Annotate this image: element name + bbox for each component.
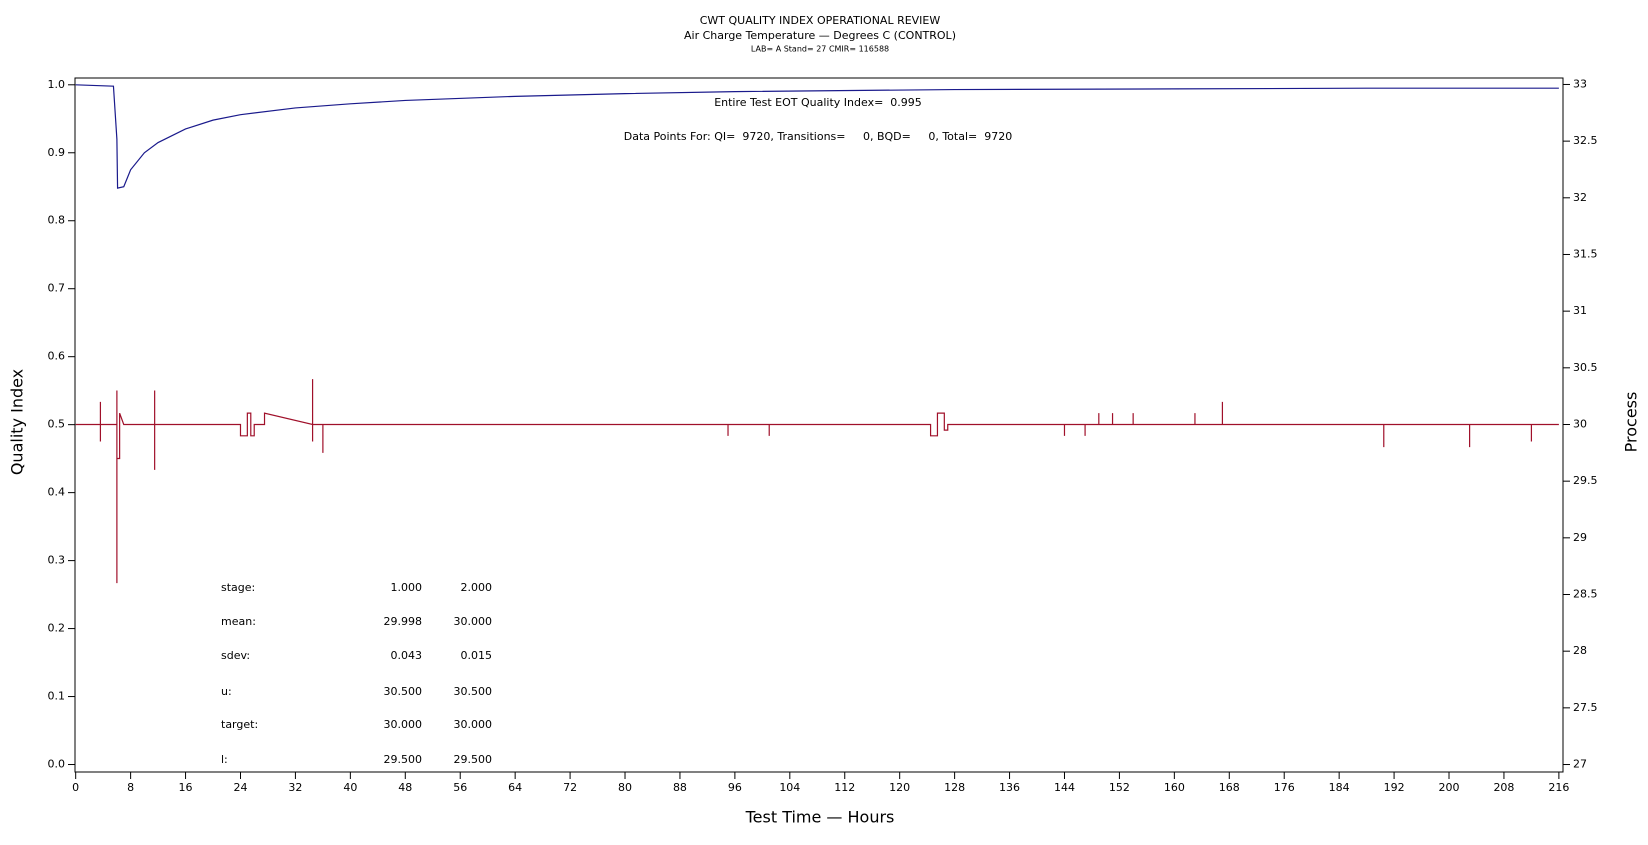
x-tick-label: 136: [999, 781, 1020, 794]
x-tick-label: 8: [127, 781, 134, 794]
stats-value: 1.000: [391, 581, 423, 594]
y2-tick-label: 27: [1573, 758, 1587, 771]
y2-tick-label: 32.5: [1573, 134, 1598, 147]
stats-value: 30.500: [384, 685, 423, 698]
x-tick-label: 80: [618, 781, 632, 794]
y2-tick-label: 31.5: [1573, 247, 1598, 260]
x-tick-label: 144: [1054, 781, 1075, 794]
x-tick-label: 40: [343, 781, 357, 794]
stats-label: mean:: [221, 615, 256, 628]
x-tick-label: 192: [1384, 781, 1405, 794]
stats-value: 30.500: [454, 685, 493, 698]
x-tick-label: 48: [398, 781, 412, 794]
y2-tick-label: 30: [1573, 417, 1587, 430]
y-tick-label: 0.7: [48, 282, 66, 295]
stats-value: 30.000: [454, 615, 493, 628]
stats-label: stage:: [221, 581, 255, 594]
stats-value: 29.500: [454, 753, 493, 766]
x-tick-label: 56: [453, 781, 467, 794]
x-axis-label: Test Time — Hours: [745, 808, 895, 827]
y2-tick-label: 31: [1573, 304, 1587, 317]
y2-tick-label: 28.5: [1573, 588, 1598, 601]
x-tick-label: 176: [1274, 781, 1295, 794]
x-tick-label: 168: [1219, 781, 1240, 794]
x-tick-label: 112: [834, 781, 855, 794]
stats-label: target:: [221, 718, 258, 731]
y2-axis-label: Process: [1622, 392, 1641, 453]
y-tick-label: 0.4: [48, 486, 66, 499]
stats-label: u:: [221, 685, 232, 698]
y-tick-label: 0.1: [48, 690, 66, 703]
y2-tick-label: 29.5: [1573, 474, 1598, 487]
x-tick-label: 96: [728, 781, 742, 794]
y-tick-label: 0.5: [48, 418, 66, 431]
x-tick-label: 152: [1109, 781, 1130, 794]
x-tick-label: 16: [179, 781, 193, 794]
x-tick-label: 128: [944, 781, 965, 794]
stats-value: 30.000: [384, 718, 423, 731]
y2-tick-label: 29: [1573, 531, 1587, 544]
y2-tick-label: 28: [1573, 644, 1587, 657]
chart-subtitle: Air Charge Temperature — Degrees C (CONT…: [684, 29, 956, 42]
y-tick-label: 0.9: [48, 146, 66, 159]
x-tick-label: 88: [673, 781, 687, 794]
stats-value: 0.043: [391, 649, 423, 662]
y2-tick-label: 32: [1573, 191, 1587, 204]
x-tick-label: 216: [1548, 781, 1569, 794]
x-tick-label: 184: [1329, 781, 1350, 794]
x-tick-label: 160: [1164, 781, 1185, 794]
y-tick-label: 0.3: [48, 554, 66, 567]
x-tick-label: 208: [1493, 781, 1514, 794]
annotation: Entire Test EOT Quality Index= 0.995: [714, 96, 922, 109]
stats-label: sdev:: [221, 649, 250, 662]
y-axis-label: Quality Index: [8, 369, 27, 475]
stats-value: 0.015: [461, 649, 493, 662]
x-tick-label: 72: [563, 781, 577, 794]
chart-title: CWT QUALITY INDEX OPERATIONAL REVIEW: [700, 14, 941, 27]
chart-subtitle: LAB= A Stand= 27 CMIR= 116588: [751, 45, 889, 54]
x-tick-label: 200: [1439, 781, 1460, 794]
stats-value: 30.000: [454, 718, 493, 731]
x-tick-label: 120: [889, 781, 910, 794]
y2-tick-label: 30.5: [1573, 361, 1598, 374]
series-line: [75, 84, 1559, 189]
y-tick-label: 0.6: [48, 350, 66, 363]
y-tick-label: 0.8: [48, 214, 66, 227]
stats-value: 2.000: [461, 581, 493, 594]
annotation: Data Points For: QI= 9720, Transitions= …: [624, 130, 1012, 143]
y2-tick-label: 33: [1573, 77, 1587, 90]
x-tick-label: 64: [508, 781, 522, 794]
x-tick-label: 104: [779, 781, 800, 794]
stats-value: 29.500: [384, 753, 423, 766]
y2-tick-label: 27.5: [1573, 701, 1598, 714]
y-tick-label: 0.2: [48, 622, 66, 635]
stats-value: 29.998: [384, 615, 423, 628]
x-tick-label: 0: [72, 781, 79, 794]
x-tick-label: 24: [233, 781, 247, 794]
y-tick-label: 1.0: [48, 78, 66, 91]
stats-label: l:: [221, 753, 228, 766]
series-line: [75, 379, 1559, 584]
x-tick-label: 32: [288, 781, 302, 794]
y-tick-label: 0.0: [48, 758, 66, 771]
